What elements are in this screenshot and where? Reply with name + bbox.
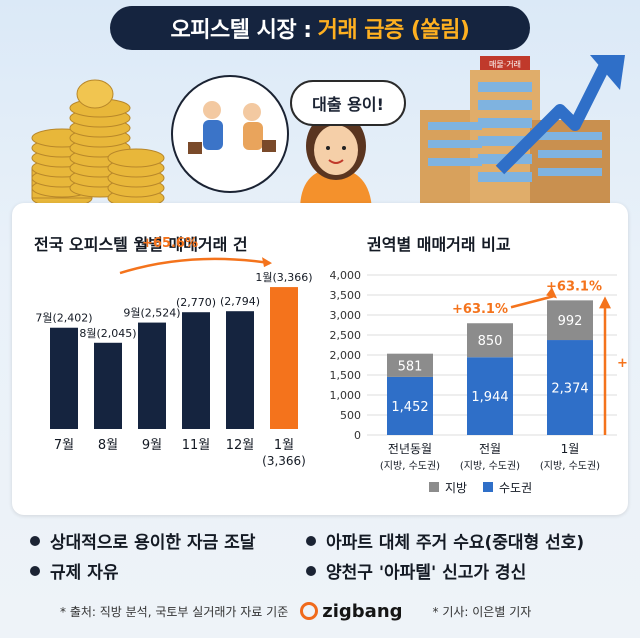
speech-bubble: 대출 용이! xyxy=(290,80,406,126)
bullet-dot-icon xyxy=(30,565,40,576)
bar-6 xyxy=(270,287,298,429)
stack-metro-2 xyxy=(467,357,513,435)
rising-arrow-icon xyxy=(495,55,625,175)
y-tick-label: 2,000 xyxy=(330,349,362,362)
x-tick-sublabel: (지방, 수도권) xyxy=(380,460,440,472)
growth-arrow-head-icon xyxy=(546,287,557,299)
legend-swatch-metro xyxy=(483,482,493,492)
bar-data-label: (2,770) xyxy=(176,296,216,309)
metro-value-label: 1,452 xyxy=(391,400,428,415)
x-tick-label: 전월 xyxy=(479,442,501,456)
reporter-text: * 기사: 이은별 기자 xyxy=(432,604,532,619)
y-tick-label: 500 xyxy=(340,409,361,422)
bullet-dot-icon xyxy=(306,565,316,576)
local-value-label: 581 xyxy=(398,359,423,374)
growth-annotation-yoy: +70.7% xyxy=(617,356,628,371)
woman-avatar-icon xyxy=(300,112,372,210)
x-tick-label: 7월 xyxy=(54,438,74,453)
title-main: 오피스텔 시장 : xyxy=(170,18,313,43)
bar-data-label: 8월(2,045) xyxy=(79,327,136,340)
growth-arrow-head-icon xyxy=(262,257,272,268)
bar-1 xyxy=(50,327,78,429)
x-tick-sublabel: (지방, 수도권) xyxy=(540,460,600,472)
bar-3 xyxy=(138,322,166,429)
bullet-item: 상대적으로 용이한 자금 조달 xyxy=(30,528,255,553)
bullet-text: 양천구 '아파텔' 신고가 경신 xyxy=(326,563,527,583)
y-tick-label: 4,000 xyxy=(330,269,362,282)
y-tick-label: 0 xyxy=(354,429,361,442)
bullet-text: 아파트 대체 주거 수요(중대형 선호) xyxy=(326,533,585,553)
x-tick-label: 11월 xyxy=(182,438,211,453)
stack-metro-3 xyxy=(547,340,593,435)
x-tick-label: 1월 xyxy=(274,438,294,453)
y-tick-label: 1,500 xyxy=(330,369,362,382)
bar-data-label: 1월(3,366) xyxy=(255,271,312,284)
office-buildings-icon: 매물·거래 xyxy=(420,56,610,206)
source-text: * 출처: 직방 분석, 국토부 실거래가 자료 기준 xyxy=(60,604,289,619)
growth-annotation-prev: +63.1% xyxy=(452,302,508,317)
bar-data-label: 9월(2,524) xyxy=(123,307,180,320)
x-tick-label: 8월 xyxy=(98,438,118,453)
x-tick-label: 9월 xyxy=(142,438,162,453)
coin-stacks-icon xyxy=(31,79,165,208)
bullet-item: 양천구 '아파텔' 신고가 경신 xyxy=(306,558,526,583)
legend-label: 수도권 xyxy=(499,481,532,495)
bullet-text: 규제 자유 xyxy=(50,563,119,583)
local-value-label: 850 xyxy=(478,334,503,349)
y-tick-label: 2,500 xyxy=(330,329,362,342)
x-tick-sublabel: (3,366) xyxy=(262,454,306,468)
stack-local-2 xyxy=(467,323,513,358)
bar-data-label: 7월(2,402) xyxy=(35,312,92,325)
title-highlight: 거래 급증 (쏠림) xyxy=(317,18,470,43)
bar-5 xyxy=(226,311,254,429)
growth-arrow-line xyxy=(119,257,271,275)
x-tick-sublabel: (지방, 수도권) xyxy=(460,460,520,472)
y-tick-label: 3,500 xyxy=(330,289,362,302)
left-chart-title: 전국 오피스텔 월별 매매거래 건 xyxy=(34,235,248,254)
legend-swatch-local xyxy=(429,482,439,492)
local-value-label: 992 xyxy=(558,314,583,329)
zigbang-logo: zigbang xyxy=(300,600,403,622)
happy-people-icon xyxy=(171,75,289,193)
growth-arrow-line-right xyxy=(510,295,554,309)
bullet-text: 상대적으로 용이한 자금 조달 xyxy=(50,533,256,553)
bar-4 xyxy=(182,312,210,429)
stack-local-1 xyxy=(387,353,433,377)
y-tick-label: 1,000 xyxy=(330,389,362,402)
growth-annotation: +65.6% xyxy=(142,236,198,251)
metro-value-label: 1,944 xyxy=(471,390,508,405)
x-tick-label: 1월 xyxy=(561,442,580,456)
charts-svg: 7월(2,402) 7월 8월(2,045) 8월 9월(2,524) 9월 (2,770)… xyxy=(35,236,628,495)
hero-illustration: 매물·거래 xyxy=(31,55,625,210)
bullet-item: 아파트 대체 주거 수요(중대형 선호) xyxy=(306,528,584,553)
stack-local-3 xyxy=(547,300,593,341)
speech-bubble-text: 대출 용이! xyxy=(312,95,384,114)
x-tick-label: 전년동월 xyxy=(388,442,432,456)
zigbang-mark-icon xyxy=(300,602,319,620)
growth-annotation-month: +63.1% xyxy=(546,279,602,294)
footer: * 출처: 직방 분석, 국토부 실거래가 자료 기준 zigbang * 기사… xyxy=(60,596,531,626)
vertical-arrow-head-icon xyxy=(599,296,611,309)
y-tick-label: 3,000 xyxy=(330,309,362,322)
bar-2 xyxy=(94,342,122,429)
charts-card: 전국 오피스텔 월별 매매거래 건 권역별 매매거래 비교 7월(2,402) 7… xyxy=(12,203,628,515)
bullet-list: 상대적으로 용이한 자금 조달 규제 자유 아파트 대체 주거 수요(중대형 선… xyxy=(30,528,630,588)
stack-metro-1 xyxy=(387,376,433,435)
page-title: 오피스텔 시장 : 거래 급증 (쏠림) xyxy=(110,6,530,50)
right-chart-title: 권역별 매매거래 비교 xyxy=(367,235,511,254)
x-tick-label: 12월 xyxy=(226,438,255,453)
bar-data-label: (2,794) xyxy=(220,295,260,308)
bullet-dot-icon xyxy=(306,535,316,546)
bullet-item: 규제 자유 xyxy=(30,558,118,583)
metro-value-label: 2,374 xyxy=(551,382,588,397)
bullet-dot-icon xyxy=(30,535,40,546)
legend-label: 지방 xyxy=(445,481,467,495)
svg-text:매물·거래: 매물·거래 xyxy=(489,60,521,69)
logo-text: zigbang xyxy=(322,600,403,622)
